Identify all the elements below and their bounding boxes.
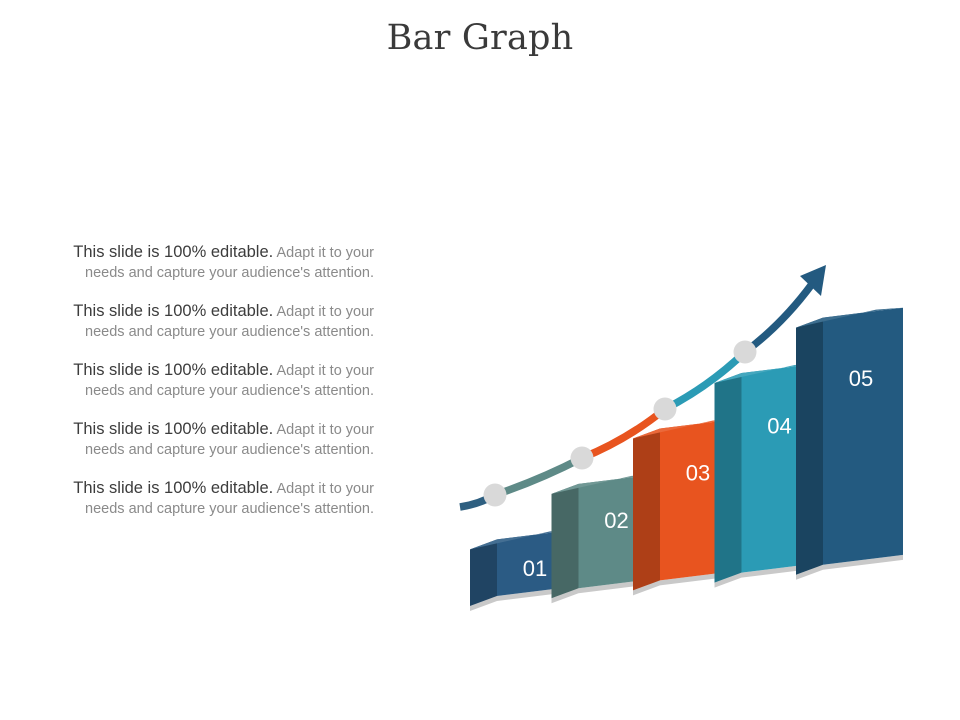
trend-marker-2 — [570, 446, 594, 470]
bar-shadow-04 — [714, 562, 822, 588]
bar-side-02 — [551, 483, 579, 599]
text-list: This slide is 100% editable. Adapt it to… — [40, 243, 374, 538]
text-block-body: Adapt it to your needs and capture your … — [85, 481, 374, 517]
bar-label-05: 05 — [849, 366, 873, 391]
text-block-body: Adapt it to your needs and capture your … — [85, 422, 374, 458]
text-block-body: Adapt it to your needs and capture your … — [85, 245, 374, 281]
text-block-4: This slide is 100% editable. Adapt it to… — [40, 420, 374, 460]
bar-label-01: 01 — [523, 556, 547, 581]
trend-arrow-head — [800, 265, 826, 296]
text-block-body: Adapt it to your needs and capture your … — [85, 304, 374, 340]
text-block-lead: This slide is 100% editable. — [73, 420, 274, 438]
text-block-lead: This slide is 100% editable. — [73, 302, 274, 320]
bar-shadow-02 — [551, 578, 659, 604]
text-block-3: This slide is 100% editable. Adapt it to… — [40, 361, 374, 401]
text-block-1: This slide is 100% editable. Adapt it to… — [40, 243, 374, 283]
text-block-lead: This slide is 100% editable. — [73, 479, 274, 497]
bar-label-02: 02 — [604, 508, 628, 533]
bar-05 — [823, 307, 903, 565]
bar-side-03 — [633, 428, 660, 591]
bar-shadow-05 — [796, 554, 903, 580]
bar-shadow-03 — [633, 570, 740, 596]
text-block-lead: This slide is 100% editable. — [73, 243, 274, 261]
bar-label-04: 04 — [767, 413, 791, 438]
bar-side-05 — [796, 317, 823, 575]
bar-label-03: 03 — [686, 461, 710, 486]
bar-side-01 — [470, 539, 497, 606]
text-block-2: This slide is 100% editable. Adapt it to… — [40, 302, 374, 342]
trend-marker-4 — [733, 340, 757, 364]
trend-marker-1 — [483, 483, 507, 507]
bar-shadow-01 — [470, 586, 577, 611]
text-block-body: Adapt it to your needs and capture your … — [85, 363, 374, 399]
text-block-lead: This slide is 100% editable. — [73, 361, 274, 379]
bar-side-04 — [714, 373, 742, 583]
text-block-5: This slide is 100% editable. Adapt it to… — [40, 479, 374, 519]
trend-marker-3 — [653, 397, 677, 421]
slide-title: Bar Graph — [386, 18, 574, 58]
